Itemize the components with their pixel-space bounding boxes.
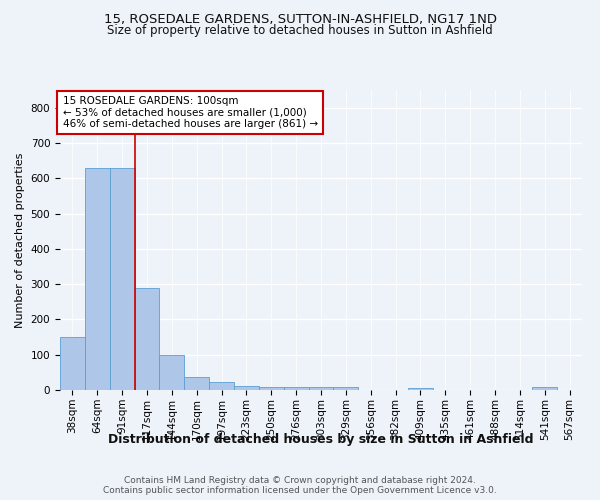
Bar [134,288,160,390]
Bar [184,376,209,390]
Bar [160,354,184,390]
Bar [209,382,234,390]
Bar [60,337,85,390]
Bar [110,168,134,390]
Bar [408,388,433,390]
Text: Distribution of detached houses by size in Sutton in Ashfield: Distribution of detached houses by size … [108,432,534,446]
Text: Contains HM Land Registry data © Crown copyright and database right 2024.
Contai: Contains HM Land Registry data © Crown c… [103,476,497,495]
Bar [334,387,358,390]
Bar [308,387,334,390]
Text: 15, ROSEDALE GARDENS, SUTTON-IN-ASHFIELD, NG17 1ND: 15, ROSEDALE GARDENS, SUTTON-IN-ASHFIELD… [104,12,497,26]
Bar [532,387,557,390]
Bar [259,387,284,390]
Text: Size of property relative to detached houses in Sutton in Ashfield: Size of property relative to detached ho… [107,24,493,37]
Bar [85,168,110,390]
Bar [234,386,259,390]
Y-axis label: Number of detached properties: Number of detached properties [15,152,25,328]
Bar [284,387,308,390]
Text: 15 ROSEDALE GARDENS: 100sqm
← 53% of detached houses are smaller (1,000)
46% of : 15 ROSEDALE GARDENS: 100sqm ← 53% of det… [62,96,318,129]
